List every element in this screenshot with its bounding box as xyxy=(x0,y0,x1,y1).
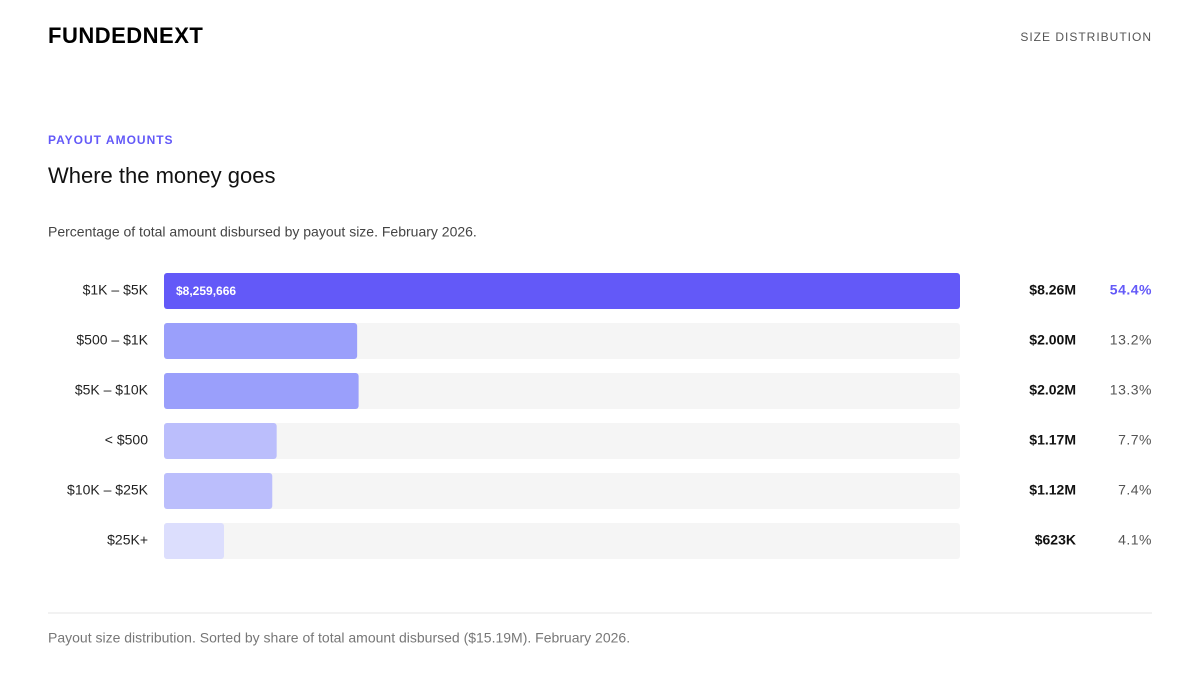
category-label: $1K – $5K xyxy=(83,282,149,298)
amount-label: $8.26M xyxy=(1029,282,1076,298)
percent-label: 13.3% xyxy=(1110,382,1152,398)
bar-track xyxy=(164,323,960,359)
percent-label: 54.4% xyxy=(1110,282,1152,298)
bar xyxy=(164,373,359,409)
amount-label: $2.02M xyxy=(1029,382,1076,398)
category-label: $500 – $1K xyxy=(76,332,148,348)
bar xyxy=(164,423,277,459)
bar-inner-label: $8,259,666 xyxy=(176,284,236,298)
amount-label: $1.17M xyxy=(1029,432,1076,448)
bar-track xyxy=(164,423,960,459)
bar xyxy=(164,473,273,509)
amount-label: $623K xyxy=(1035,532,1076,548)
chart-subtitle: Percentage of total amount disbursed by … xyxy=(48,224,477,240)
amount-label: $1.12M xyxy=(1029,482,1076,498)
percent-label: 4.1% xyxy=(1118,532,1152,548)
bar-track xyxy=(164,523,960,559)
percent-label: 7.7% xyxy=(1118,432,1152,448)
category-label: $10K – $25K xyxy=(67,482,149,498)
footnote: Payout size distribution. Sorted by shar… xyxy=(48,630,630,646)
amount-label: $2.00M xyxy=(1029,332,1076,348)
category-label: $25K+ xyxy=(107,532,148,548)
percent-label: 7.4% xyxy=(1118,482,1152,498)
category-label: < $500 xyxy=(105,432,148,448)
section-label: SIZE DISTRIBUTION xyxy=(1020,30,1152,44)
brand-logo: FUNDEDNEXT xyxy=(48,23,203,48)
bar-track xyxy=(164,373,960,409)
percent-label: 13.2% xyxy=(1110,332,1152,348)
bar xyxy=(164,523,224,559)
chart-title: Where the money goes xyxy=(48,163,275,188)
eyebrow: PAYOUT AMOUNTS xyxy=(48,133,174,147)
bar-track xyxy=(164,473,960,509)
bar xyxy=(164,273,960,309)
bar xyxy=(164,323,358,359)
category-label: $5K – $10K xyxy=(75,382,149,398)
